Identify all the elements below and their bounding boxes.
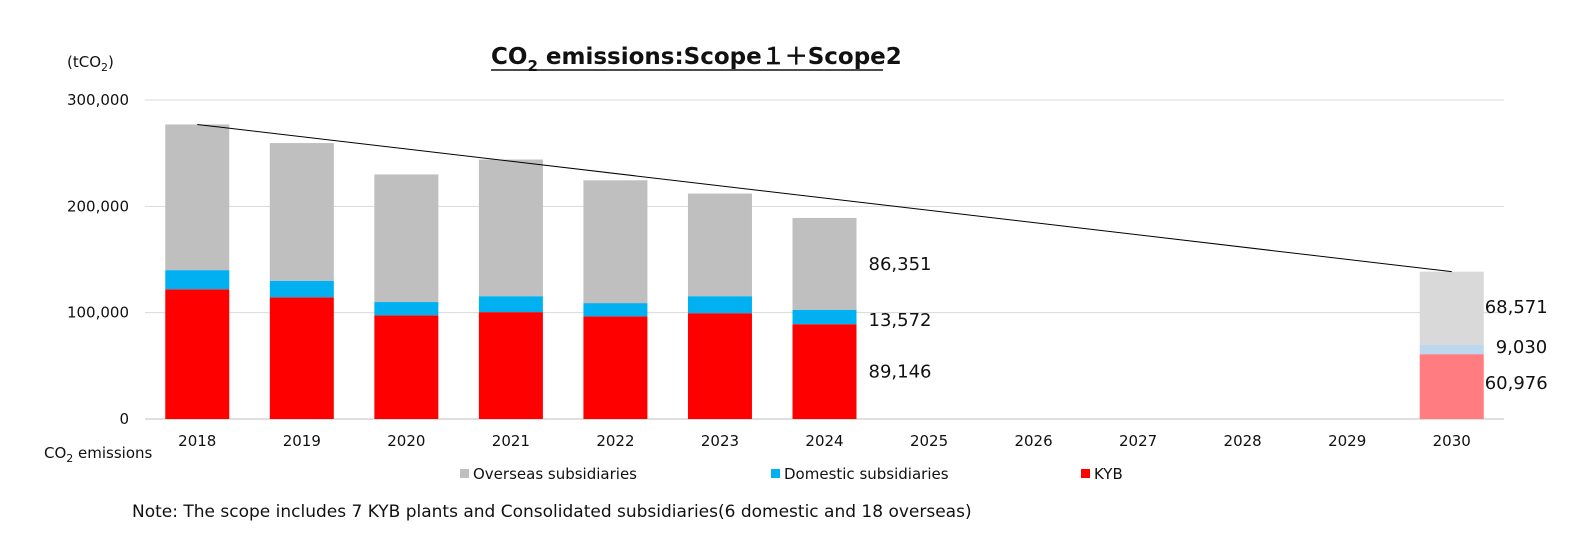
x-tick-label: 2024 — [805, 432, 843, 450]
legend-swatch-kyb — [1081, 469, 1090, 478]
bar-domestic-subsidiaries-2018 — [165, 270, 230, 290]
footnote: Note: The scope includes 7 KYB plants an… — [132, 502, 972, 522]
y-axis: 0 100,000 200,000 300,000 — [67, 91, 129, 428]
bar-overseas-subsidiaries-2019 — [269, 143, 334, 281]
x-tick-label: 2029 — [1328, 432, 1366, 450]
bar-domestic-subsidiaries-2019 — [269, 280, 334, 298]
x-tick-label: 2018 — [178, 432, 216, 450]
bar-kyb-2018 — [165, 289, 230, 419]
legend-label-domestic-subsidiaries: Domestic subsidiaries — [784, 465, 949, 483]
data-label-kyb-2024: 89,146 — [869, 362, 932, 383]
legend-swatch-overseas-subsidiaries — [460, 469, 469, 478]
bar-kyb-2030 — [1419, 354, 1484, 419]
bar-kyb-2024 — [792, 324, 857, 419]
legend-label-kyb: KYB — [1094, 465, 1123, 483]
data-label-overseas-subsidiaries-2024: 86,351 — [869, 254, 932, 275]
x-tick-label: 2026 — [1014, 432, 1052, 450]
trendline — [197, 123, 1452, 273]
bar-domestic-subsidiaries-2022 — [583, 303, 648, 317]
y-tick-label: 200,000 — [67, 197, 129, 215]
x-tick-label: 2022 — [596, 432, 634, 450]
data-label-domestic-subsidiaries-2030: 9,030 — [1496, 337, 1548, 358]
bar-overseas-subsidiaries-2020 — [374, 174, 439, 303]
data-label-overseas-subsidiaries-2030: 68,571 — [1485, 297, 1548, 318]
bar-domestic-subsidiaries-2024 — [792, 309, 857, 325]
data-label-kyb-2030: 60,976 — [1485, 373, 1548, 394]
data-labels: 86,351 13,572 89,146 68,571 9,030 60,976 — [869, 254, 1548, 394]
bar-domestic-subsidiaries-2020 — [374, 302, 439, 316]
x-tick-label: 2021 — [492, 432, 530, 450]
bar-kyb-2022 — [583, 316, 648, 419]
bar-kyb-2019 — [269, 297, 334, 419]
x-tick-label: 2025 — [910, 432, 948, 450]
bar-overseas-subsidiaries-2021 — [478, 159, 543, 297]
x-tick-label: 2027 — [1119, 432, 1157, 450]
bar-domestic-subsidiaries-2021 — [478, 296, 543, 313]
x-tick-label: 2019 — [283, 432, 321, 450]
y-unit-label: (tCO2) — [67, 53, 114, 74]
bar-kyb-2023 — [687, 313, 752, 419]
bars — [165, 124, 1484, 419]
bar-domestic-subsidiaries-2030 — [1419, 344, 1484, 355]
bar-kyb-2021 — [478, 312, 543, 419]
x-tick-label: 2020 — [387, 432, 425, 450]
legend-swatch-domestic-subsidiaries — [771, 469, 780, 478]
y-tick-label: 100,000 — [67, 304, 129, 322]
trendline-group — [197, 123, 1452, 273]
x-axis: 2018 2019 2020 2021 2022 2023 2024 2025 2026 2027… — [178, 432, 1471, 450]
bar-domestic-subsidiaries-2023 — [687, 296, 752, 314]
chart-title: CO2 emissions:Scope１＋Scope2 — [491, 44, 902, 75]
x-tick-label: 2028 — [1224, 432, 1262, 450]
x-row-label: CO2 emissions — [44, 444, 153, 465]
bar-overseas-subsidiaries-2024 — [792, 217, 857, 310]
legend-label-overseas-subsidiaries: Overseas subsidiaries — [473, 465, 637, 483]
legend: Overseas subsidiaries Domestic subsidiari… — [460, 465, 1123, 483]
bar-overseas-subsidiaries-2030 — [1419, 271, 1484, 345]
data-label-domestic-subsidiaries-2024: 13,572 — [869, 310, 932, 331]
x-tick-label: 2023 — [701, 432, 739, 450]
y-tick-label: 0 — [119, 410, 129, 428]
bar-overseas-subsidiaries-2022 — [583, 180, 648, 304]
bar-overseas-subsidiaries-2018 — [165, 124, 230, 271]
x-tick-label: 2030 — [1433, 432, 1471, 450]
bar-kyb-2020 — [374, 315, 439, 419]
bar-overseas-subsidiaries-2023 — [687, 193, 752, 297]
y-tick-label: 300,000 — [67, 91, 129, 109]
